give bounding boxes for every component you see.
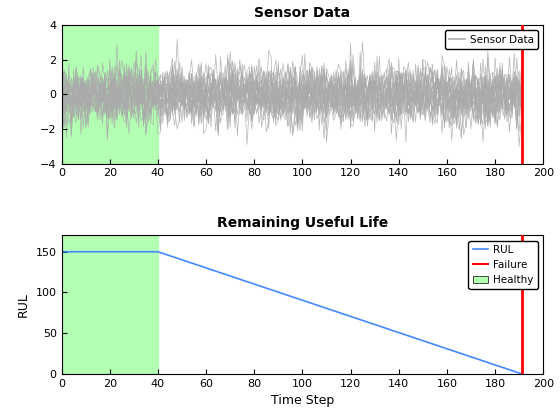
Y-axis label: RUL: RUL bbox=[17, 292, 30, 317]
Legend: Sensor Data: Sensor Data bbox=[445, 30, 538, 49]
Title: Sensor Data: Sensor Data bbox=[254, 6, 351, 20]
Legend: RUL, Failure, Healthy: RUL, Failure, Healthy bbox=[469, 241, 538, 289]
Title: Remaining Useful Life: Remaining Useful Life bbox=[217, 216, 388, 230]
Bar bbox=[62, 236, 158, 374]
Bar bbox=[62, 25, 158, 163]
X-axis label: Time Step: Time Step bbox=[271, 394, 334, 407]
